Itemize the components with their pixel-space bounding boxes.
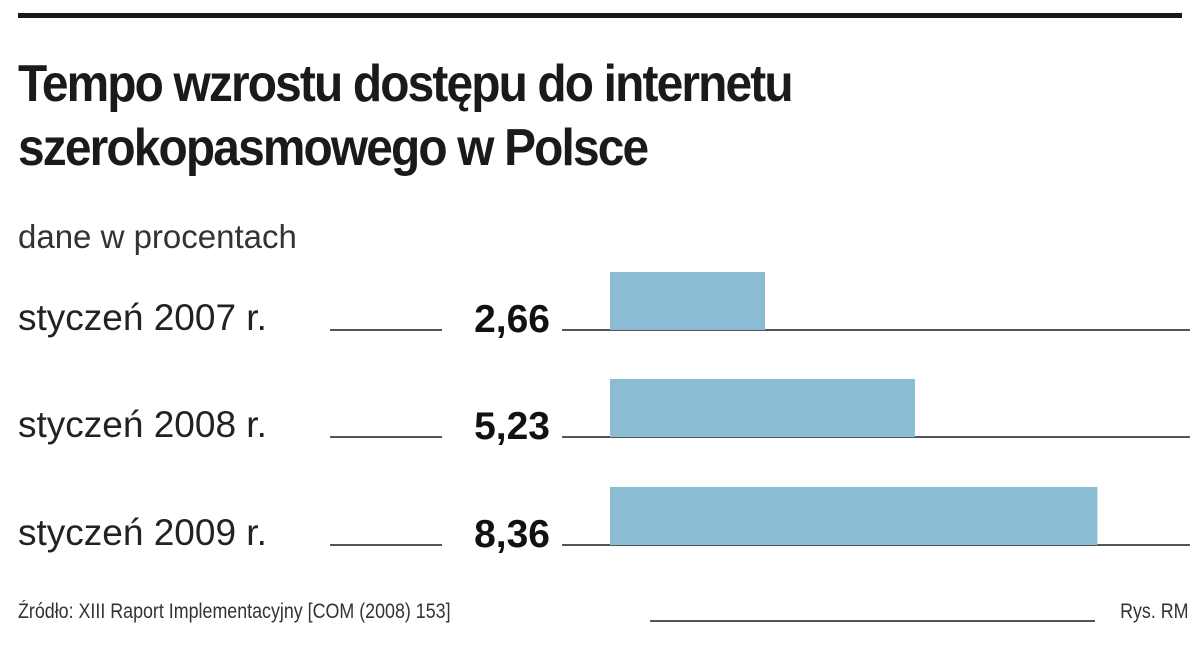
category-label: styczeń 2008 r.: [18, 404, 267, 445]
chart-title: Tempo wzrostu dostępu do internetu szero…: [18, 52, 794, 180]
value-label: 5,23: [474, 405, 550, 448]
title-line-2: szerokopasmowego w Polsce: [18, 119, 649, 177]
bar: [610, 272, 766, 330]
top-rule: [18, 13, 1182, 18]
bar: [610, 487, 1098, 545]
source-note: Źródło: XIII Raport Implementacyjny [COM…: [18, 600, 451, 623]
value-label: 2,66: [474, 298, 550, 341]
credit: Rys. RM: [1119, 600, 1188, 623]
category-label: styczeń 2009 r.: [18, 512, 267, 553]
bar: [610, 379, 915, 437]
value-label: 8,36: [474, 513, 550, 556]
footer-rule: [650, 620, 1095, 622]
category-label: styczeń 2007 r.: [18, 297, 267, 338]
chart-subtitle: dane w procentach: [18, 218, 297, 255]
title-line-1: Tempo wzrostu dostępu do internetu: [18, 55, 794, 113]
